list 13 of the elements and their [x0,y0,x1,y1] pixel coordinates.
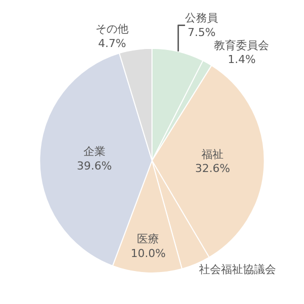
data-label: 10.0% [130,247,166,260]
slice-label: 福祉 [202,148,224,161]
data-label: 7.5% [188,26,216,39]
data-label: 1.4% [228,53,256,66]
slice-label: 企業 [83,145,106,158]
data-label: 32.6% [195,162,230,176]
data-label: 39.6% [76,159,112,172]
slice-label: 公務員 [185,12,218,25]
slice-label: 教育委員会 [214,38,270,52]
slice-label: 医療 [137,232,160,246]
slice-label: その他 [96,22,129,36]
data-label: 4.7% [98,36,126,50]
slice-label: 社会福祉協議会 [199,263,276,276]
